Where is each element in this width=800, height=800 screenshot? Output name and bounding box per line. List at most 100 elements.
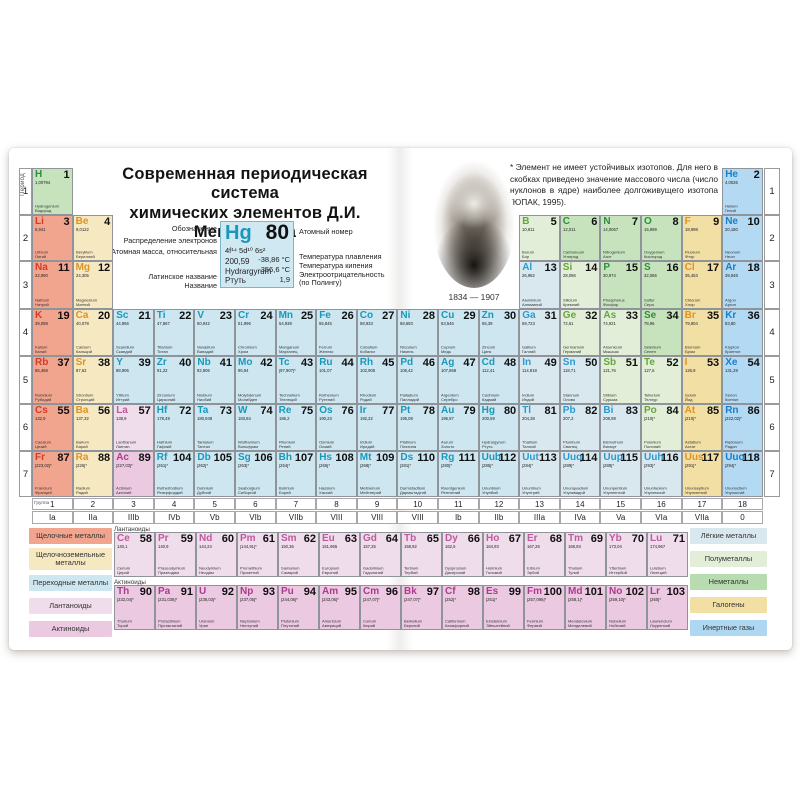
element-names: Calcium Кальций	[75, 345, 92, 355]
element-mass: 138,9	[116, 416, 127, 421]
element-mass: [243,06]*	[322, 597, 339, 602]
element-cell-Ir: Ir 77 192,22 Iridium Иридий	[356, 404, 398, 451]
element-symbol: N	[603, 216, 611, 227]
element-number: 40	[179, 357, 192, 369]
element-number: 57	[138, 405, 151, 417]
element-cell-V: V 23 50,942 Vanadium Ванадий	[194, 309, 235, 356]
element-names: Dysprosium Диспрозий	[445, 566, 467, 576]
element-cell-Ac: Ac 89 [227,03]* Actinium Актиний	[113, 451, 154, 497]
element-number: 33	[625, 310, 638, 322]
element-mass: 44,956	[116, 321, 130, 326]
element-symbol: Uut	[522, 452, 539, 463]
element-symbol: Tl	[522, 405, 532, 416]
element-number: 45	[382, 357, 395, 369]
element-cell-Pb: Pb 82 207,2 Plumbum Свинец	[559, 404, 601, 451]
element-number: 96	[385, 586, 398, 598]
element-symbol: Po	[644, 405, 657, 416]
group-roman-6: VIb	[235, 511, 276, 524]
element-cell-Db: Db 105 [262]* Dubnium Дубний	[194, 451, 235, 497]
group-number-3: 3	[113, 498, 154, 510]
element-symbol: Si	[562, 262, 573, 273]
element-mass: 168,93	[568, 544, 581, 549]
element-number: 47	[463, 357, 476, 369]
element-cell-Pr: Pr 59 140,9 Praseodymium Празеодим	[155, 532, 196, 577]
element-names: Cadmium Кадмий	[481, 393, 499, 403]
element-mass: [231,036]*	[158, 597, 178, 602]
legend-sample-config: 4f¹⁴ 5d¹⁰ 6s²	[225, 246, 266, 255]
element-symbol: Cl	[684, 262, 695, 273]
period-label-right-2: 2	[764, 215, 780, 261]
element-cell-Ce: Ce 58 140,1 Cerium Церий	[114, 532, 155, 577]
element-cell-Sn: Sn 50 118,71 Stannum Олово	[559, 356, 601, 404]
element-symbol: Hg	[481, 405, 495, 416]
element-cell-Be: Be 4 9,0122 Beryllium Бериллий	[72, 215, 114, 261]
element-symbol: C	[562, 216, 571, 227]
element-names: Germanium Германий	[562, 345, 585, 355]
element-cell-U: U 92 [238,03]* Uranium Уран	[196, 585, 237, 630]
element-mass: [293]*	[644, 463, 655, 468]
element-names: Neodymium Неодим	[199, 566, 221, 576]
element-cell-Nb: Nb 41 92,906 Niobium Ниобий	[194, 356, 235, 404]
element-cell-Zn: Zn 30 65,39 Zincum Цинк	[478, 309, 520, 356]
element-mass: 85,468	[35, 368, 48, 373]
element-symbol: Ho	[486, 533, 500, 544]
element-mass: [210]*	[644, 416, 655, 421]
element-number: 20	[97, 310, 111, 322]
element-cell-Rh: Rh 45 102,905 Rhodium Родий	[356, 356, 398, 404]
element-number: 90	[139, 586, 152, 598]
element-names: Thulium Тулий	[568, 566, 583, 576]
element-cell-Uut: Uut 113 [284]* Ununtrium Унунтрий	[519, 451, 560, 497]
element-symbol: Pm	[240, 533, 256, 544]
element-mass: [232,04]*	[117, 597, 134, 602]
element-names: Thorium Торий	[117, 619, 132, 629]
element-mass: 20,180	[725, 227, 739, 232]
element-number: 106	[254, 452, 273, 464]
element-mass: 58,693	[400, 321, 414, 326]
element-mass: 35,453	[684, 273, 698, 278]
element-mass: 87,62	[75, 368, 87, 373]
element-mass: 140,1	[117, 544, 128, 549]
element-symbol: Ce	[117, 533, 130, 544]
element-mass: 14,0067	[603, 227, 619, 232]
element-names: Hafnium Гафний	[156, 440, 172, 450]
element-names: Curium Кюрий	[363, 619, 377, 629]
element-number: 35	[706, 310, 720, 322]
element-number: 76	[341, 405, 354, 417]
element-number: 42	[260, 357, 273, 369]
element-names: Gadolinium Гадолиний	[363, 566, 384, 576]
element-names: Uranium Уран	[199, 619, 215, 629]
element-mass: 106,42	[400, 368, 414, 373]
legend-right-1: Полуметаллы	[690, 551, 767, 567]
element-mass: 9,0122	[75, 227, 89, 232]
group-number-6: 6	[235, 498, 276, 510]
element-cell-Tm: Tm 69 168,93 Thulium Тулий	[565, 532, 606, 577]
element-number: 18	[747, 262, 760, 274]
group-number-11: 11	[438, 498, 479, 510]
element-symbol: Se	[644, 310, 657, 321]
element-names: Niobium Ниобий	[197, 393, 213, 403]
element-symbol: Kr	[725, 310, 737, 321]
element-cell-No: No 102 [259,10]* Nobelium Нобелий	[606, 585, 647, 630]
period-label-right-7: 7	[764, 451, 780, 497]
element-number: 110	[417, 452, 435, 464]
element-symbol: Sg	[238, 452, 251, 463]
legend-left-4: Актиноиды	[29, 621, 112, 637]
element-symbol: Ac	[116, 452, 129, 463]
group-number-1: 1 Группа	[32, 498, 73, 510]
element-mass: 15,999	[644, 227, 657, 232]
element-cell-Hs: Hs 108 [265]* Hassium Хассий	[316, 451, 357, 497]
element-number: 83	[625, 405, 638, 417]
element-symbol: Cr	[238, 310, 250, 321]
period-label-left-7: 7	[19, 451, 32, 497]
element-names: Roentgenium Рентгений	[441, 486, 466, 496]
group-roman-11: Ib	[438, 511, 479, 524]
element-mass: [97,907]*	[278, 368, 296, 373]
element-names: Ununseptium Унунсептий	[684, 486, 709, 496]
page-title: Современная периодическая система химиче…	[89, 165, 401, 243]
element-names: Selenium Селен	[644, 345, 661, 355]
element-names: Argon Аргон	[725, 298, 737, 308]
legend-sample-temps: -38,86 °C 356,6 °C 1,9	[258, 255, 290, 284]
element-mass: 6,941	[35, 227, 46, 232]
element-cell-Sc: Sc 21 44,956 Scandium Скандий	[113, 309, 154, 356]
element-number: 23	[219, 310, 232, 322]
